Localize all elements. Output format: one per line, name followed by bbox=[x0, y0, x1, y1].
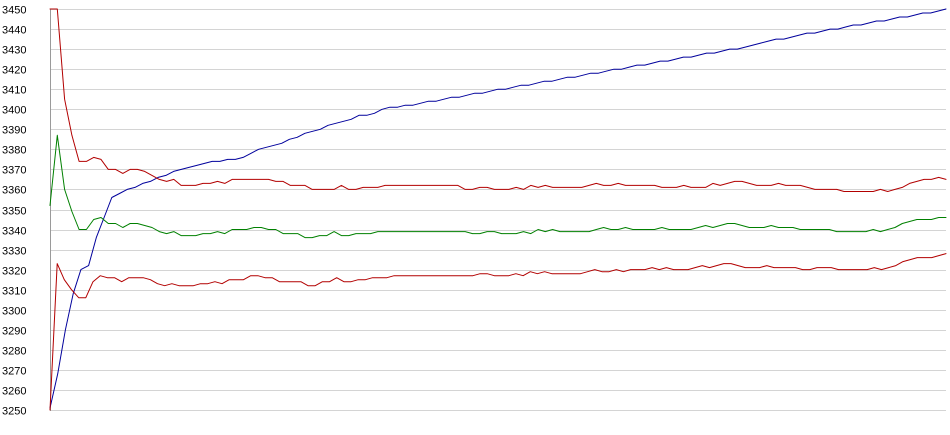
series-lines bbox=[49, 8, 947, 411]
y-tick-label-3350: 3350 bbox=[2, 206, 26, 218]
y-tick-label-3440: 3440 bbox=[2, 25, 26, 37]
y-tick-label-3330: 3330 bbox=[2, 246, 26, 258]
series-line-3 bbox=[49, 134, 947, 239]
y-tick-label-3450: 3450 bbox=[2, 5, 26, 17]
y-tick-label-3430: 3430 bbox=[2, 45, 26, 57]
y-tick-label-3380: 3380 bbox=[2, 145, 26, 157]
y-tick-label-3320: 3320 bbox=[2, 266, 26, 278]
y-tick-label-3280: 3280 bbox=[2, 346, 26, 358]
y-tick-label-3390: 3390 bbox=[2, 125, 26, 137]
y-tick-label-3410: 3410 bbox=[2, 85, 26, 97]
series-line-1 bbox=[49, 8, 947, 409]
y-axis-tick-labels: 3250 3260 3270 3280 3290 3300 3310 3320 3330 3340… bbox=[2, 5, 26, 418]
y-tick-label-3260: 3260 bbox=[2, 386, 26, 398]
gridlines bbox=[50, 9, 946, 411]
y-tick-label-3300: 3300 bbox=[2, 306, 26, 318]
series-line-2 bbox=[49, 253, 947, 411]
series-line-4 bbox=[49, 8, 947, 192]
y-tick-label-3400: 3400 bbox=[2, 105, 26, 117]
y-tick-label-3310: 3310 bbox=[2, 286, 26, 298]
y-tick-label-3370: 3370 bbox=[2, 165, 26, 177]
y-tick-label-3360: 3360 bbox=[2, 185, 26, 197]
y-tick-label-3340: 3340 bbox=[2, 226, 26, 238]
y-tick-label-3250: 3250 bbox=[2, 406, 26, 418]
y-tick-label-3270: 3270 bbox=[2, 366, 26, 378]
y-tick-label-3290: 3290 bbox=[2, 326, 26, 338]
y-tick-label-3420: 3420 bbox=[2, 65, 26, 77]
